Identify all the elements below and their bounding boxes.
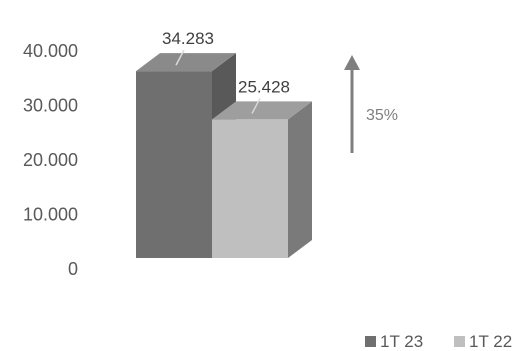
arrow-up-icon xyxy=(344,55,360,70)
label-leader-line xyxy=(175,49,185,66)
bar-top xyxy=(136,53,236,72)
y-tick-label: 40.000 xyxy=(23,41,78,61)
y-tick-label: 30.000 xyxy=(23,96,78,116)
bars xyxy=(136,53,312,259)
y-tick-label: 0 xyxy=(68,259,78,279)
bar-side xyxy=(288,101,312,259)
data-label: 25.428 xyxy=(238,77,290,96)
y-tick-label: 10.000 xyxy=(23,205,78,225)
data-label: 34.283 xyxy=(162,29,214,48)
annotation-text: 35% xyxy=(366,107,398,124)
legend-swatch xyxy=(365,336,376,347)
data-labels: 34.283 25.428 xyxy=(162,29,290,114)
legend: 1T 23 1T 22 xyxy=(365,332,512,351)
y-axis: 0 10.000 20.000 30.000 40.000 xyxy=(23,41,78,279)
bar xyxy=(212,119,288,259)
bar xyxy=(136,71,212,258)
legend-swatch xyxy=(454,336,465,347)
growth-annotation: 35% xyxy=(344,55,398,153)
legend-label: 1T 22 xyxy=(469,332,512,351)
bar-top xyxy=(212,101,312,120)
label-leader-line xyxy=(251,98,261,114)
y-tick-label: 20.000 xyxy=(23,150,78,170)
legend-label: 1T 23 xyxy=(380,332,423,351)
